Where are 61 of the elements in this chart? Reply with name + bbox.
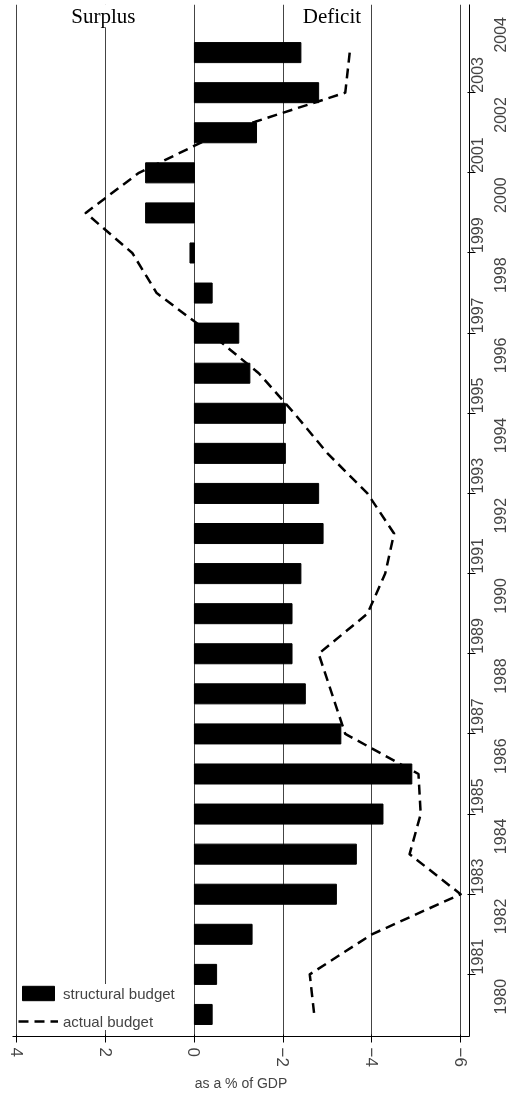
bar bbox=[193, 603, 293, 625]
y-tick-label: 1994 bbox=[492, 417, 510, 454]
bar bbox=[193, 442, 286, 464]
x-tick-label: 0 bbox=[184, 1047, 204, 1057]
y-tick-label: 1998 bbox=[492, 257, 510, 294]
bar bbox=[193, 1003, 213, 1025]
bar bbox=[193, 963, 218, 985]
y-tick-label: 1993 bbox=[469, 457, 487, 494]
x-tick-label: −2 bbox=[273, 1047, 293, 1067]
y-tick-label: 2004 bbox=[492, 16, 510, 53]
y-tick-label: 1992 bbox=[492, 497, 510, 534]
bar bbox=[193, 883, 337, 905]
y-tick-label: 1991 bbox=[469, 537, 487, 574]
y-tick-label: 1984 bbox=[492, 818, 510, 855]
y-tick-label: 1996 bbox=[492, 337, 510, 374]
bar bbox=[193, 282, 213, 304]
bar bbox=[193, 723, 342, 745]
bar bbox=[193, 843, 357, 865]
bar bbox=[193, 402, 286, 424]
bar bbox=[193, 82, 320, 104]
y-tick-label: 1983 bbox=[469, 858, 487, 895]
y-tick-label: 1995 bbox=[469, 377, 487, 414]
bar bbox=[193, 322, 240, 344]
legend-label: actual budget bbox=[63, 1012, 154, 1030]
legend-label: structural budget bbox=[63, 984, 175, 1002]
y-tick-label: 1981 bbox=[469, 938, 487, 975]
annotation: Deficit bbox=[302, 3, 362, 28]
annotation: Surplus bbox=[71, 3, 136, 28]
bar bbox=[193, 923, 253, 945]
x-tick-label: 4 bbox=[6, 1047, 26, 1057]
y-tick-label: 1990 bbox=[492, 577, 510, 614]
x-axis-title: as a % of GDP bbox=[194, 1074, 288, 1091]
x-tick-label: 2 bbox=[95, 1047, 115, 1057]
bar bbox=[193, 563, 302, 585]
bar bbox=[193, 482, 320, 504]
bar bbox=[193, 643, 293, 665]
y-tick-label: 1987 bbox=[469, 698, 487, 734]
y-tick-label: 1986 bbox=[492, 738, 510, 774]
y-tick-label: 1997 bbox=[469, 297, 487, 334]
bar bbox=[145, 162, 195, 184]
bar bbox=[193, 122, 258, 144]
y-tick-label: 1999 bbox=[469, 217, 487, 253]
bar bbox=[193, 683, 306, 705]
bar bbox=[193, 803, 384, 825]
y-tick-label: 1980 bbox=[492, 978, 510, 1015]
y-tick-label: 1985 bbox=[469, 778, 487, 815]
bar bbox=[193, 42, 302, 64]
x-tick-label: −4 bbox=[361, 1047, 381, 1067]
bar bbox=[193, 523, 324, 545]
bar bbox=[193, 763, 413, 785]
x-tick-label: −6 bbox=[450, 1047, 470, 1067]
y-tick-label: 1982 bbox=[492, 898, 510, 935]
bar bbox=[193, 362, 251, 384]
y-tick-label: 2001 bbox=[469, 137, 487, 173]
y-tick-label: 2002 bbox=[492, 97, 510, 133]
y-tick-label: 2003 bbox=[469, 56, 487, 93]
y-tick-label: 2000 bbox=[492, 177, 510, 213]
bar bbox=[145, 202, 195, 224]
y-tick-label: 1988 bbox=[492, 658, 510, 694]
bar bbox=[189, 242, 195, 264]
y-tick-label: 1989 bbox=[469, 618, 487, 654]
